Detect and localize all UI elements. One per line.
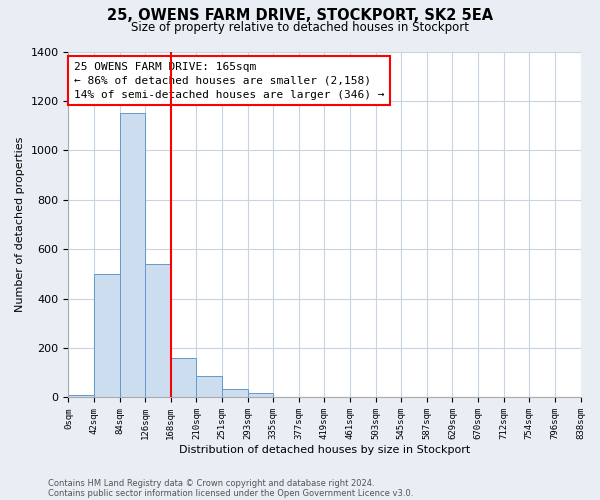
- Text: 25, OWENS FARM DRIVE, STOCKPORT, SK2 5EA: 25, OWENS FARM DRIVE, STOCKPORT, SK2 5EA: [107, 8, 493, 22]
- X-axis label: Distribution of detached houses by size in Stockport: Distribution of detached houses by size …: [179, 445, 470, 455]
- Bar: [119, 114, 145, 398]
- Bar: [171, 358, 196, 398]
- Text: 25 OWENS FARM DRIVE: 165sqm
← 86% of detached houses are smaller (2,158)
14% of : 25 OWENS FARM DRIVE: 165sqm ← 86% of det…: [74, 62, 384, 100]
- Text: Size of property relative to detached houses in Stockport: Size of property relative to detached ho…: [131, 21, 469, 34]
- Bar: [196, 376, 222, 398]
- Bar: [145, 264, 171, 398]
- Bar: [94, 274, 119, 398]
- Bar: [68, 395, 94, 398]
- Bar: [248, 392, 273, 398]
- Text: Contains public sector information licensed under the Open Government Licence v3: Contains public sector information licen…: [48, 488, 413, 498]
- Y-axis label: Number of detached properties: Number of detached properties: [15, 137, 25, 312]
- Bar: [222, 389, 248, 398]
- Text: Contains HM Land Registry data © Crown copyright and database right 2024.: Contains HM Land Registry data © Crown c…: [48, 478, 374, 488]
